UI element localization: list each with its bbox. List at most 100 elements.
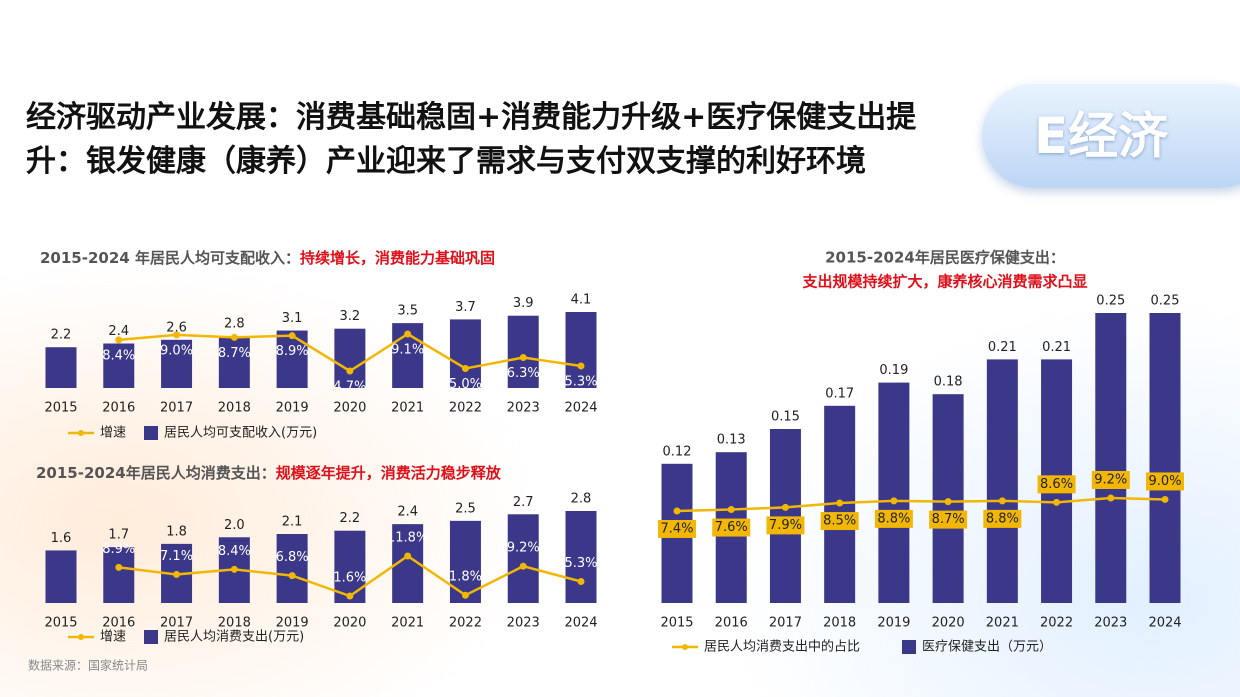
line-point bbox=[288, 332, 296, 340]
bar-value-label: 3.2 bbox=[340, 309, 361, 324]
line-value-label: 4.7% bbox=[333, 380, 366, 395]
x-tick-label: 2022 bbox=[1040, 616, 1073, 631]
line-value-label: 7.1% bbox=[160, 549, 193, 564]
line-value-label: 6.8% bbox=[276, 550, 309, 565]
legend-label: 医疗保健支出（万元） bbox=[922, 640, 1052, 655]
line-value-label: 1.8% bbox=[449, 570, 482, 585]
label-bg bbox=[712, 518, 751, 537]
line-value-label: 8.9% bbox=[276, 344, 309, 359]
x-tick-label: 2018 bbox=[823, 616, 856, 631]
bar-value-label: 0.21 bbox=[988, 340, 1017, 355]
line-point bbox=[115, 563, 123, 571]
slide-title: 经济驱动产业发展：消费基础稳固+消费能力升级+医疗保健支出提升：银发健康（康养）… bbox=[26, 100, 917, 179]
bar-value-label: 2.5 bbox=[455, 501, 476, 516]
line-value-label: 1.6% bbox=[333, 571, 366, 586]
line-point bbox=[836, 499, 844, 507]
bar bbox=[334, 530, 366, 603]
bar-value-label: 0.19 bbox=[879, 363, 908, 378]
x-tick-label: 2015 bbox=[44, 616, 77, 631]
line-point bbox=[230, 333, 238, 341]
line-point bbox=[230, 565, 238, 573]
bar bbox=[565, 312, 597, 388]
line-point bbox=[890, 497, 898, 505]
x-tick-label: 2024 bbox=[564, 401, 597, 416]
bar-value-label: 1.7 bbox=[108, 528, 129, 543]
bar-value-label: 0.17 bbox=[825, 386, 854, 401]
line-point bbox=[115, 336, 123, 344]
line-point bbox=[288, 572, 296, 580]
x-tick-label: 2016 bbox=[715, 616, 748, 631]
line-point bbox=[173, 331, 181, 339]
line-value-label: 8.7% bbox=[218, 346, 251, 361]
bar bbox=[769, 429, 801, 603]
label-bg bbox=[1091, 471, 1130, 489]
bar bbox=[449, 319, 481, 388]
x-tick-label: 2022 bbox=[449, 401, 482, 416]
line-point bbox=[461, 591, 469, 599]
bar bbox=[45, 347, 77, 388]
line-value-label: 7.6% bbox=[715, 520, 748, 535]
line-value-label: 8.5% bbox=[823, 514, 856, 529]
chart-subtitle: 持续增长，消费能力基础巩固 bbox=[300, 249, 495, 267]
bar-value-label: 2.1 bbox=[282, 515, 303, 530]
label-bg bbox=[1037, 475, 1076, 494]
bar bbox=[986, 359, 1018, 603]
label-bg bbox=[820, 512, 859, 531]
x-tick-label: 2016 bbox=[102, 616, 135, 631]
badge: E经济 bbox=[982, 84, 1240, 188]
x-tick-label: 2019 bbox=[877, 616, 910, 631]
chart-title-group: 2015-2024年居民人均消费支出：规模逐年提升，消费活力稳步释放 bbox=[36, 464, 502, 482]
line-point bbox=[519, 562, 527, 570]
bar bbox=[45, 550, 77, 603]
x-tick-label: 2020 bbox=[333, 616, 366, 631]
legend-swatch bbox=[144, 426, 158, 440]
bar bbox=[276, 330, 308, 388]
bar-value-label: 0.13 bbox=[717, 433, 746, 448]
label-bg bbox=[929, 510, 968, 529]
bar bbox=[161, 339, 193, 388]
x-tick-label: 2021 bbox=[986, 616, 1019, 631]
bar-value-label: 2.8 bbox=[224, 317, 245, 332]
line-value-label: 6.3% bbox=[507, 366, 540, 381]
legend-label: 居民人均可支配收入(万元) bbox=[164, 426, 317, 441]
line-value-label: 5.0% bbox=[449, 377, 482, 392]
line-value-label: 8.4% bbox=[218, 544, 251, 559]
line-point bbox=[673, 507, 681, 515]
bar-value-label: 3.1 bbox=[282, 311, 303, 326]
line-point bbox=[173, 570, 181, 578]
bar bbox=[1095, 313, 1127, 603]
bar-value-label: 1.8 bbox=[166, 524, 187, 539]
bar bbox=[334, 328, 366, 388]
line-point bbox=[404, 330, 412, 338]
line-value-label: 8.8% bbox=[877, 511, 910, 526]
label-bg bbox=[874, 509, 913, 528]
line-value-label: 9.0% bbox=[1148, 474, 1181, 489]
bar bbox=[276, 534, 308, 603]
bar bbox=[507, 315, 539, 388]
bar-value-label: 0.25 bbox=[1096, 294, 1125, 309]
bar-value-label: 2.2 bbox=[340, 511, 361, 526]
x-tick-label: 2023 bbox=[507, 401, 540, 416]
line-point bbox=[781, 503, 789, 511]
bar-value-label: 2.4 bbox=[108, 324, 129, 339]
line-value-label: 5.3% bbox=[564, 556, 597, 571]
line-value-label: 9.0% bbox=[160, 343, 193, 358]
line-point bbox=[404, 552, 412, 560]
x-tick-label: 2019 bbox=[276, 616, 309, 631]
x-tick-label: 2024 bbox=[1148, 616, 1181, 631]
x-tick-label: 2019 bbox=[276, 401, 309, 416]
line-value-label: 7.9% bbox=[769, 518, 802, 533]
x-tick-label: 2021 bbox=[391, 401, 424, 416]
line-point bbox=[1107, 494, 1115, 502]
line-value-label: 8.8% bbox=[986, 511, 1019, 526]
x-tick-label: 2015 bbox=[44, 401, 77, 416]
bar-value-label: 2.4 bbox=[397, 505, 418, 520]
bar bbox=[1149, 313, 1181, 603]
line-point bbox=[727, 506, 735, 514]
legend-label: 居民人均消费支出中的占比 bbox=[704, 639, 860, 655]
x-tick-label: 2020 bbox=[333, 401, 366, 416]
line-value-label: 9.2% bbox=[507, 541, 540, 556]
line-point bbox=[346, 367, 354, 375]
